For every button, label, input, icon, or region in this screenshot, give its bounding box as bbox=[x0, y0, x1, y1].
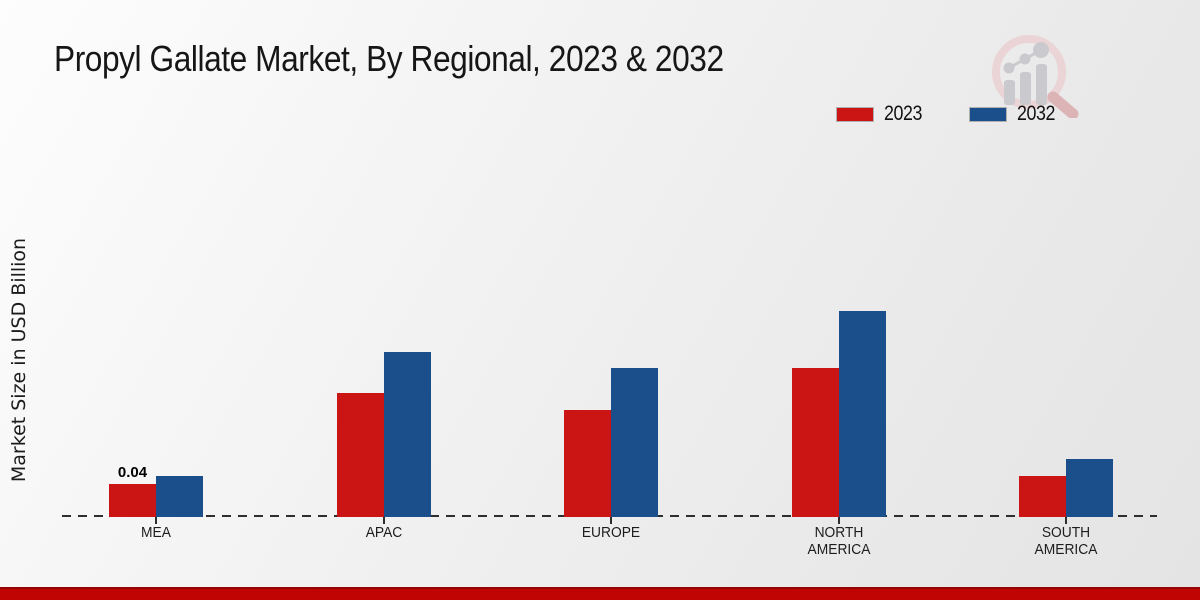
bar-south-america-2023 bbox=[1019, 476, 1066, 517]
legend-label-2023: 2023 bbox=[884, 102, 923, 125]
bar-apac-2032 bbox=[383, 352, 431, 517]
bar-europe-2032 bbox=[611, 368, 658, 517]
bar-mea-2023 bbox=[109, 484, 156, 517]
x-axis-tick-south-america bbox=[1065, 517, 1067, 524]
bar-north-america-2032 bbox=[838, 311, 886, 517]
footer-red-band bbox=[0, 587, 1200, 600]
bar-apac-2023 bbox=[336, 393, 384, 517]
legend-label-2032: 2032 bbox=[1016, 102, 1055, 125]
bar-mea-2032 bbox=[156, 476, 203, 517]
x-axis-label-apac: APAC bbox=[365, 524, 402, 541]
legend-item-2023: 2023 bbox=[836, 102, 929, 126]
x-axis-label-europe: EUROPE bbox=[581, 524, 641, 541]
x-axis-label-south-america: SOUTH AMERICA bbox=[1034, 524, 1098, 558]
data-label-mea-2023: 0.04 bbox=[117, 464, 148, 481]
bar-north-america-2023 bbox=[791, 368, 839, 517]
x-axis-label-north-america: NORTH AMERICA bbox=[807, 524, 870, 558]
x-axis-label-mea: MEA bbox=[141, 524, 171, 541]
legend-swatch-2023 bbox=[836, 106, 874, 122]
x-axis-tick-north-america bbox=[837, 517, 840, 524]
bar-south-america-2032 bbox=[1066, 459, 1113, 517]
x-axis-tick-apac bbox=[382, 517, 385, 524]
bar-europe-2023 bbox=[564, 410, 611, 517]
legend: 2023 2032 bbox=[836, 102, 1061, 126]
x-axis-tick-europe bbox=[610, 517, 612, 524]
legend-item-2032: 2032 bbox=[968, 102, 1062, 126]
legend-swatch-2032 bbox=[968, 106, 1007, 122]
magnifier-bar-chart-logo-icon bbox=[992, 35, 1079, 118]
chart-title: Propyl Gallate Market, By Regional, 2023… bbox=[54, 38, 724, 79]
x-axis-tick-mea bbox=[155, 517, 157, 524]
